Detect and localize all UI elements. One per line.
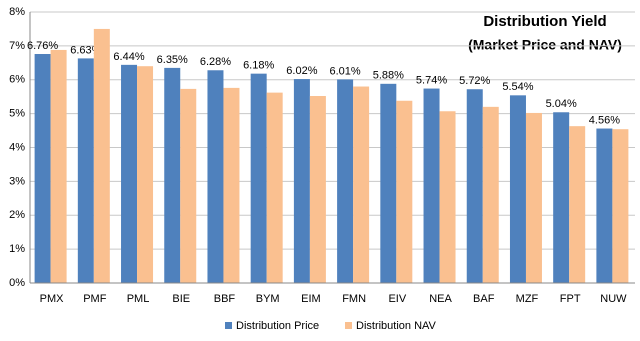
bar bbox=[482, 106, 499, 283]
bar bbox=[423, 88, 440, 284]
x-tick-label: EIM bbox=[301, 293, 321, 305]
x-tick-label: PML bbox=[127, 293, 150, 305]
bar bbox=[207, 70, 224, 283]
bar bbox=[250, 73, 267, 283]
bar bbox=[164, 67, 181, 283]
chart-title: Distribution Yield bbox=[483, 13, 606, 30]
value-label: 5.74% bbox=[416, 74, 447, 86]
bar bbox=[266, 92, 283, 283]
x-tick-label: BAF bbox=[473, 293, 495, 305]
value-label: 5.54% bbox=[502, 81, 533, 93]
bar bbox=[293, 79, 310, 283]
bar bbox=[353, 86, 370, 284]
bar bbox=[93, 28, 110, 283]
bar bbox=[396, 100, 413, 283]
x-tick-label: PMF bbox=[83, 293, 107, 305]
bar bbox=[309, 96, 326, 283]
value-label: 6.76% bbox=[27, 40, 58, 52]
y-tick-label: 4% bbox=[9, 141, 25, 153]
chart-subtitle: (Market Price and NAV) bbox=[468, 37, 622, 53]
y-tick-label: 2% bbox=[9, 209, 25, 221]
x-tick-label: NUW bbox=[600, 293, 627, 305]
bar bbox=[34, 54, 51, 283]
bar bbox=[337, 79, 354, 283]
bar bbox=[50, 49, 67, 283]
bar bbox=[180, 88, 197, 284]
value-label: 4.56% bbox=[589, 114, 620, 126]
bar bbox=[525, 112, 542, 283]
y-tick-label: 5% bbox=[9, 108, 25, 120]
x-tick-label: NEA bbox=[429, 293, 452, 305]
bar bbox=[77, 58, 94, 283]
value-label: 5.04% bbox=[546, 98, 577, 110]
value-label: 6.35% bbox=[157, 54, 188, 66]
bar bbox=[509, 95, 526, 284]
legend-swatch bbox=[225, 322, 232, 329]
value-label: 6.63% bbox=[70, 44, 101, 56]
value-label: 6.01% bbox=[330, 65, 361, 77]
x-tick-label: EIV bbox=[388, 293, 406, 305]
bar bbox=[466, 89, 483, 283]
x-tick-label: BYM bbox=[256, 293, 280, 305]
x-tick-label: FPT bbox=[560, 293, 581, 305]
x-tick-label: MZF bbox=[516, 293, 539, 305]
value-label: 5.88% bbox=[373, 70, 404, 82]
value-label: 5.72% bbox=[459, 75, 490, 87]
x-tick-label: FMN bbox=[342, 293, 366, 305]
bar bbox=[439, 111, 456, 283]
value-label: 6.02% bbox=[286, 65, 317, 77]
bar bbox=[223, 87, 240, 283]
y-tick-label: 6% bbox=[9, 74, 25, 86]
bar bbox=[137, 66, 154, 283]
x-tick-label: BIE bbox=[172, 293, 190, 305]
value-label: 6.44% bbox=[113, 51, 144, 63]
y-tick-label: 3% bbox=[9, 175, 25, 187]
bar bbox=[380, 83, 397, 283]
x-tick-label: BBF bbox=[214, 293, 236, 305]
legend-label: Distribution Price bbox=[236, 320, 319, 332]
legend-swatch bbox=[345, 322, 352, 329]
y-tick-label: 0% bbox=[9, 277, 25, 289]
bar bbox=[596, 128, 613, 283]
value-label: 6.28% bbox=[200, 56, 231, 68]
bar bbox=[569, 126, 586, 283]
y-tick-label: 1% bbox=[9, 243, 25, 255]
y-tick-label: 7% bbox=[9, 40, 25, 52]
x-tick-label: PMX bbox=[40, 293, 65, 305]
bar bbox=[612, 129, 629, 283]
bar bbox=[553, 112, 570, 284]
bar bbox=[121, 64, 138, 283]
legend-label: Distribution NAV bbox=[356, 320, 437, 332]
value-label: 6.18% bbox=[243, 60, 274, 72]
y-tick-label: 8% bbox=[9, 6, 25, 18]
